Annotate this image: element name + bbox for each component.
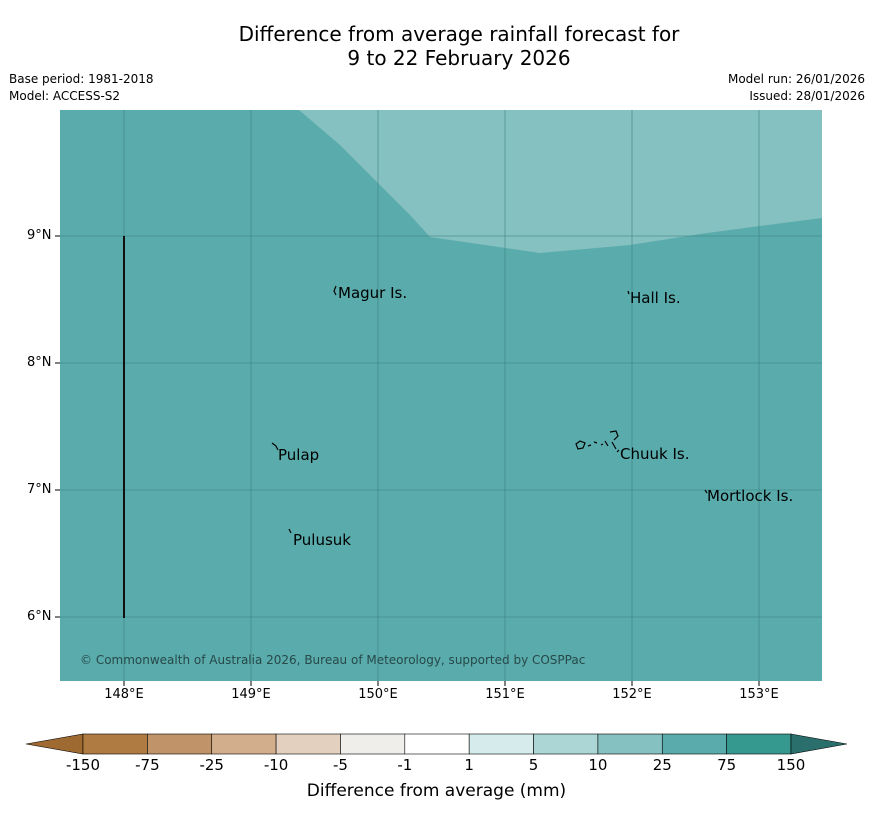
colorbar-segment — [404, 733, 470, 755]
colorbar-tick-label: 5 — [528, 756, 539, 774]
colorbar-segment — [468, 733, 534, 755]
place-label-mortlock: Mortlock Is. — [707, 487, 794, 505]
lon-label-153e: 153°E — [739, 687, 779, 702]
model-run-text: Model run: 26/01/2026 — [727, 72, 865, 86]
title-line-2: 9 to 22 February 2026 — [347, 46, 571, 70]
colorbar-tick-label: -5 — [332, 756, 348, 774]
colorbar-extend-low — [25, 733, 84, 755]
colorbar-segment — [147, 733, 213, 755]
lat-label-8n: 8°N — [27, 355, 52, 370]
tick-marks — [55, 235, 760, 686]
colorbar-tick-label: -150 — [65, 756, 101, 774]
model-text: Model: ACCESS-S2 — [9, 89, 121, 103]
colorbar-tick-label: 75 — [717, 756, 737, 774]
lon-label-148e: 148°E — [104, 687, 144, 702]
map-title: Difference from average rainfall forecas… — [0, 22, 873, 70]
lat-label-9n: 9°N — [27, 228, 52, 243]
meta-right: Model run: 26/01/2026 Issued: 28/01/2026 — [728, 71, 865, 105]
base-period-text: Base period: 1981-2018 — [9, 72, 154, 86]
place-label-chuuk: Chuuk Is. — [620, 445, 690, 463]
colorbar-tick-label: 1 — [464, 756, 474, 774]
colorbar — [25, 733, 848, 755]
hall-island — [627, 290, 630, 295]
colorbar-tick-label: 150 — [776, 756, 806, 774]
colorbar-extend-high — [790, 733, 848, 755]
colorbar-tick-label: 10 — [588, 756, 608, 774]
place-label-hall: Hall Is. — [630, 289, 681, 307]
colorbar-segment — [533, 733, 599, 755]
title-line-1: Difference from average rainfall forecas… — [238, 22, 680, 46]
islands — [271, 285, 708, 534]
lon-label-152e: 152°E — [612, 687, 652, 702]
place-label-magur: Magur Is. — [338, 284, 408, 302]
high-anomaly-region — [299, 110, 822, 253]
lat-label-6n: 6°N — [27, 609, 52, 624]
mortlock-island — [704, 489, 708, 494]
lon-label-150e: 150°E — [358, 687, 398, 702]
colorbar-segment — [211, 733, 277, 755]
colorbar-segment — [661, 733, 727, 755]
chuuk-lagoon — [575, 430, 620, 453]
colorbar-tick-label: -1 — [397, 756, 413, 774]
colorbar-segment — [82, 733, 148, 755]
magur-island — [333, 285, 337, 296]
colorbar-segment — [597, 733, 663, 755]
colorbar-tick-label: 25 — [652, 756, 672, 774]
pulusuk-island — [288, 528, 292, 534]
copyright-notice: © Commonwealth of Australia 2026, Bureau… — [80, 653, 586, 667]
colorbar-title: Difference from average (mm) — [306, 781, 567, 801]
lat-label-7n: 7°N — [27, 482, 52, 497]
place-label-pulap: Pulap — [278, 446, 320, 464]
colorbar-tick-label: -25 — [199, 756, 224, 774]
lon-label-151e: 151°E — [485, 687, 525, 702]
issued-text: Issued: 28/01/2026 — [749, 89, 865, 103]
colorbar-segment — [340, 733, 406, 755]
colorbar-segment — [275, 733, 341, 755]
colorbar-tick-label: -10 — [263, 756, 289, 774]
lon-label-149e: 149°E — [231, 687, 271, 702]
colorbar-segment — [726, 733, 792, 755]
place-label-pulusuk: Pulusuk — [293, 531, 351, 549]
colorbar-tick-label: -75 — [135, 756, 160, 774]
pulap-island — [271, 442, 279, 451]
meta-left: Base period: 1981-2018 Model: ACCESS-S2 — [9, 71, 154, 105]
